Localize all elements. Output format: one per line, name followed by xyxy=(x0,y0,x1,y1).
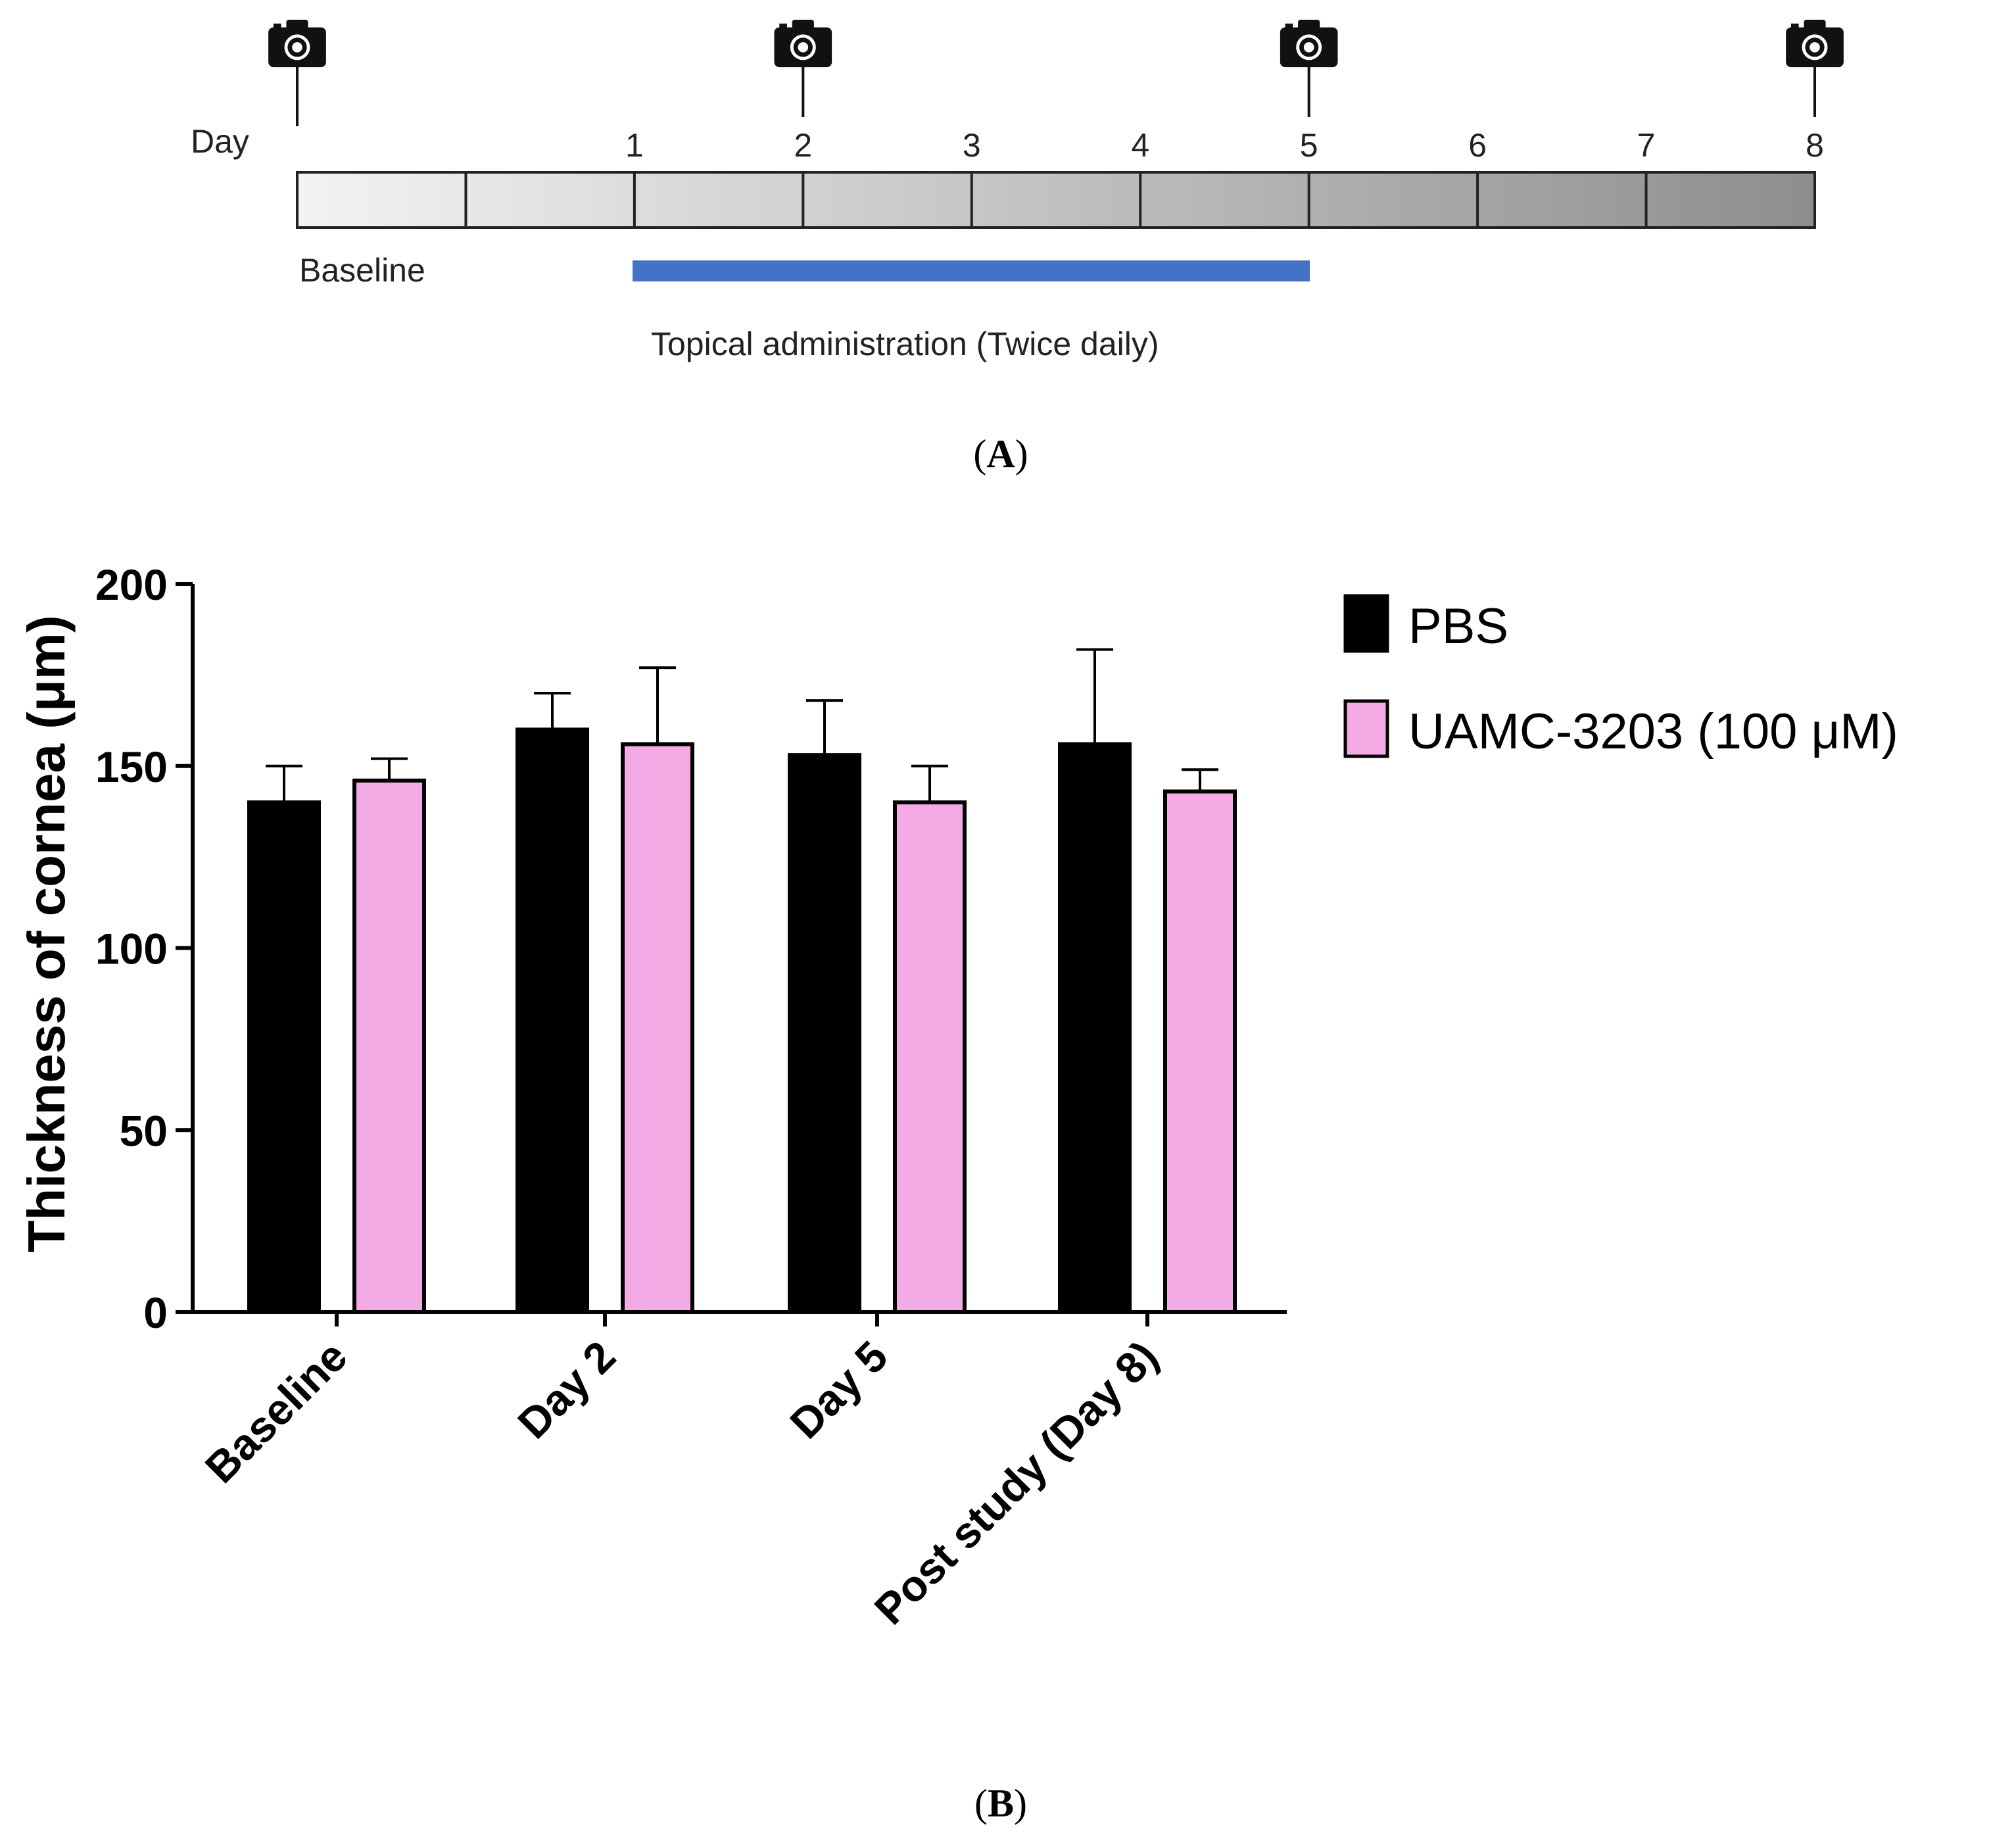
day-number: 4 xyxy=(1131,127,1149,164)
bar-pbs xyxy=(247,800,321,1314)
x-category-label: Day 2 xyxy=(508,1332,625,1448)
timeline-panel: Day 1 2 3 4 5 6 7 8 Baseline Topical administra… xyxy=(191,19,1844,475)
day-number: 8 xyxy=(1806,127,1824,164)
chart-y-ticks: 0 50 100 150 200 xyxy=(95,560,193,1337)
bar-uamc-3203 xyxy=(352,778,426,1314)
bar-uamc-3203 xyxy=(621,742,694,1315)
x-category-label: Post study (Day 8) xyxy=(865,1332,1166,1634)
day-number: 6 xyxy=(1468,127,1487,164)
legend-item-uamc-3203: UAMC-3203 (100 μM) xyxy=(1343,699,1898,760)
error-bar xyxy=(266,764,302,803)
bar-pbs xyxy=(515,727,589,1314)
treatment-bar xyxy=(633,260,1310,281)
day-number: 1 xyxy=(625,127,644,164)
error-bar xyxy=(1182,768,1218,792)
camera-markers xyxy=(268,19,1844,126)
bar-uamc-3203 xyxy=(893,800,967,1314)
chart-error-bars xyxy=(266,648,1218,803)
x-category-label: Day 5 xyxy=(780,1332,897,1448)
legend: PBS UAMC-3203 (100 μM) xyxy=(1343,594,1898,760)
camera-icon xyxy=(774,19,832,117)
legend-swatch xyxy=(1343,594,1389,653)
legend-label: PBS xyxy=(1408,598,1508,654)
y-axis-title: Thickness of cornea (μm) xyxy=(17,615,76,1252)
bar-pbs xyxy=(788,753,861,1314)
y-tick-label: 200 xyxy=(95,560,168,609)
legend-item-pbs: PBS xyxy=(1343,594,1508,654)
day-number: 5 xyxy=(1300,127,1318,164)
timeline-day-numbers: 1 2 3 4 5 6 7 8 xyxy=(625,127,1824,164)
bar-pbs xyxy=(1058,742,1132,1315)
camera-icon xyxy=(1280,19,1338,117)
error-bar xyxy=(806,699,843,756)
camera-icon xyxy=(1786,19,1844,117)
error-bar xyxy=(639,666,676,744)
baseline-label: Baseline xyxy=(299,252,425,289)
treatment-label: Topical administration (Twice daily) xyxy=(651,326,1159,362)
camera-icon xyxy=(268,19,326,126)
y-tick-label: 50 xyxy=(120,1106,168,1155)
error-bar xyxy=(1076,648,1113,744)
error-bar xyxy=(534,692,571,730)
panel-b-caption: (B) xyxy=(974,1782,1027,1825)
error-bar xyxy=(371,757,408,781)
legend-swatch xyxy=(1343,699,1389,758)
x-category-label: Baseline xyxy=(196,1332,356,1492)
chart-bars xyxy=(247,727,1237,1315)
y-tick-label: 150 xyxy=(95,742,168,791)
legend-label: UAMC-3203 (100 μM) xyxy=(1408,704,1898,760)
y-tick-label: 0 xyxy=(143,1288,168,1337)
day-number: 3 xyxy=(963,127,981,164)
day-number: 7 xyxy=(1637,127,1656,164)
panel-a-caption: (A) xyxy=(973,432,1028,475)
day-number: 2 xyxy=(794,127,812,164)
day-label: Day xyxy=(191,123,249,160)
y-tick-label: 100 xyxy=(95,925,168,973)
timeline-bar xyxy=(296,171,1816,229)
bar-uamc-3203 xyxy=(1163,789,1237,1314)
timeline-dividers xyxy=(464,172,1648,228)
error-bar xyxy=(911,764,948,803)
